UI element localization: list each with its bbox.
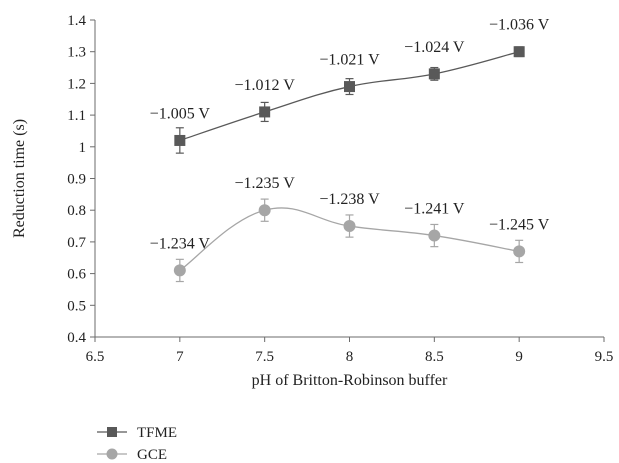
- y-tick-label: 0.4: [67, 330, 86, 346]
- legend: TFME GCE: [97, 425, 177, 463]
- data-point: [428, 229, 441, 242]
- point-label: −1.036 V: [489, 17, 550, 34]
- y-tick-label: 1.4: [67, 13, 86, 29]
- legend-item-gce: GCE: [97, 447, 167, 463]
- y-tick-label: 0.5: [67, 298, 86, 314]
- point-label: −1.005 V: [150, 105, 211, 122]
- x-tick-label: 8: [346, 349, 354, 365]
- x-tick-label: 9: [515, 349, 523, 365]
- point-label: −1.012 V: [235, 77, 296, 94]
- y-tick-label: 0.7: [67, 235, 86, 251]
- data-point: [513, 245, 526, 258]
- series-gce: [173, 198, 526, 283]
- data-point: [173, 264, 186, 277]
- y-tick-label: 1.2: [67, 76, 86, 92]
- legend-marker: [106, 448, 118, 460]
- y-tick-label: 1.1: [67, 108, 86, 124]
- data-point: [428, 68, 440, 80]
- point-label: −1.021 V: [319, 52, 380, 69]
- point-label: −1.234 V: [150, 235, 211, 252]
- point-label: −1.245 V: [489, 216, 550, 233]
- point-label: −1.235 V: [235, 175, 296, 192]
- data-point: [174, 134, 186, 146]
- axes: 0.4 0.5 0.6 0.7 0.8 0.9 1 1.1 1.2 1.3 1.4 6.5 7 7.5 8 8…: [67, 13, 613, 365]
- x-tick-label: 7: [176, 349, 184, 365]
- point-label: −1.238 V: [319, 191, 380, 208]
- legend-label: TFME: [137, 425, 177, 441]
- y-tick-label: 1.3: [67, 45, 86, 61]
- x-tick-label: 7.5: [255, 349, 274, 365]
- point-labels: −1.005 V −1.012 V −1.021 V −1.024 V −1.036 V…: [150, 17, 550, 253]
- data-point: [259, 106, 271, 118]
- y-axis-title: Reduction time (s): [11, 119, 28, 238]
- y-tick-label: 0.9: [67, 172, 86, 188]
- series-tfme: [174, 46, 525, 154]
- series-layer: [173, 46, 526, 283]
- x-tick-label: 9.5: [595, 349, 614, 365]
- legend-label: GCE: [137, 447, 167, 463]
- legend-item-tfme: TFME: [97, 425, 177, 441]
- data-point: [513, 46, 525, 58]
- y-tick-label: 0.6: [67, 267, 86, 283]
- y-tick-label: 0.8: [67, 203, 86, 219]
- y-tick-label: 1: [79, 140, 87, 156]
- legend-marker: [107, 427, 117, 437]
- data-point: [343, 220, 356, 233]
- data-point: [258, 204, 271, 217]
- x-axis-title: pH of Britton-Robinson buffer: [252, 372, 448, 389]
- x-tick-label: 8.5: [425, 349, 444, 365]
- data-point: [344, 81, 355, 93]
- point-label: −1.241 V: [404, 201, 465, 218]
- x-tick-label: 6.5: [86, 349, 105, 365]
- point-label: −1.024 V: [404, 39, 465, 56]
